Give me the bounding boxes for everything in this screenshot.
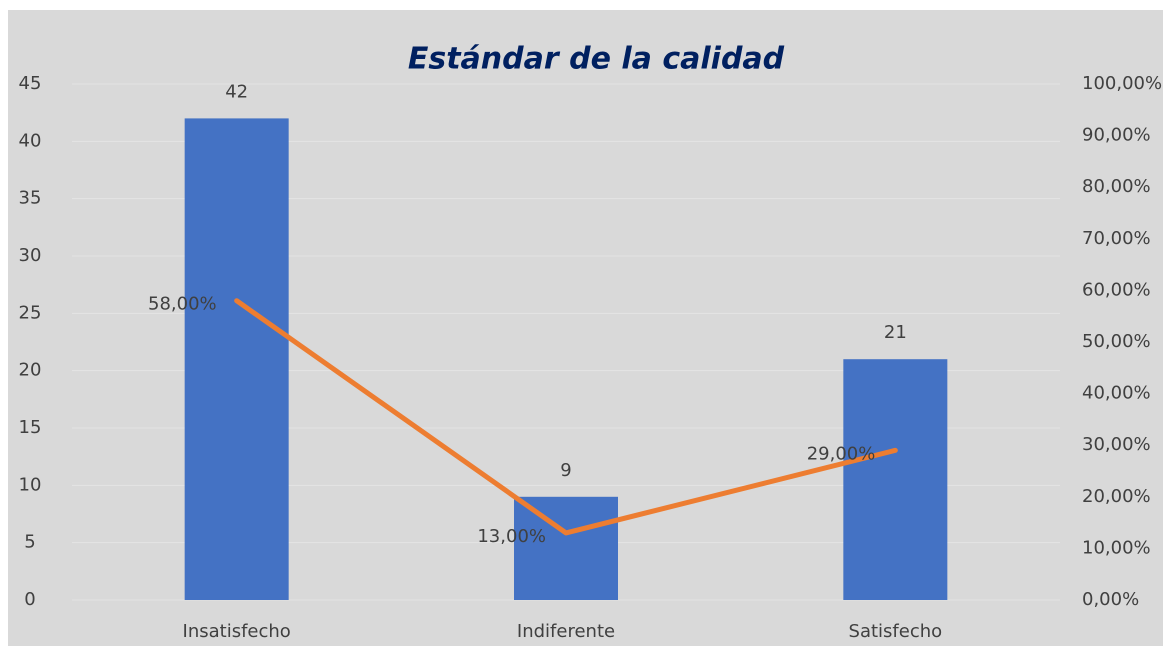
line-value-label: 13,00% (477, 526, 546, 547)
chart-title: Estándar de la calidad (408, 42, 785, 77)
y-tick-label: 20 (19, 360, 42, 381)
x-tick-label: Satisfecho (849, 621, 943, 642)
y2-tick-label: 30,00% (1082, 434, 1151, 455)
y2-tick-label: 100,00% (1082, 73, 1162, 94)
y-tick-label: 30 (19, 245, 42, 266)
bar-value-label: 42 (225, 81, 248, 102)
x-tick-label: Insatisfecho (183, 621, 291, 642)
y-tick-label: 40 (19, 130, 42, 151)
y-tick-label: 10 (19, 474, 42, 495)
y-tick-label: 25 (19, 302, 42, 323)
y-tick-label: 45 (19, 73, 42, 94)
line-value-label: 29,00% (807, 443, 876, 464)
y2-tick-label: 40,00% (1082, 383, 1151, 404)
y2-tick-label: 0,00% (1082, 589, 1139, 610)
y-tick-label: 35 (19, 188, 42, 209)
bar-value-label: 21 (884, 322, 907, 343)
y2-tick-label: 80,00% (1082, 176, 1151, 197)
y2-tick-label: 20,00% (1082, 486, 1151, 507)
y-tick-label: 5 (24, 532, 35, 553)
line (234, 298, 898, 536)
y2-tick-label: 90,00% (1082, 125, 1151, 146)
bar (184, 118, 289, 601)
bar (514, 496, 618, 600)
y2-tick-label: 60,00% (1082, 279, 1151, 300)
x-tick-label: Indiferente (517, 621, 615, 642)
y-tick-label: 15 (19, 417, 42, 438)
bar-value-label: 9 (560, 460, 571, 481)
y2-tick-label: 10,00% (1082, 537, 1151, 558)
bar (843, 359, 948, 600)
line-value-label: 58,00% (148, 294, 217, 315)
y2-tick-label: 70,00% (1082, 228, 1151, 249)
y2-tick-label: 50,00% (1082, 331, 1151, 352)
y-tick-label: 0 (24, 589, 35, 610)
